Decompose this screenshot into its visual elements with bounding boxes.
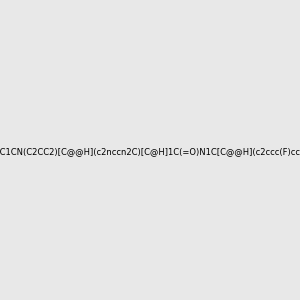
Text: O=C1CN(C2CC2)[C@@H](c2nccn2C)[C@H]1C(=O)N1C[C@@H](c2ccc(F)cc2)C1: O=C1CN(C2CC2)[C@@H](c2nccn2C)[C@H]1C(=O)… [0,147,300,156]
